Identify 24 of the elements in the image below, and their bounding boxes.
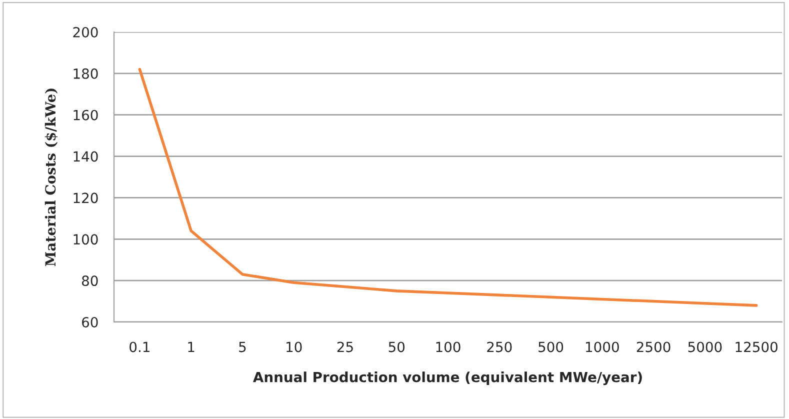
x-tick-label: 25: [337, 342, 353, 352]
y-tick-label: 140: [74, 151, 98, 162]
x-tick-label: 1000: [586, 342, 619, 352]
x-tick-label: 10: [286, 342, 302, 352]
x-tick-label: 500: [538, 342, 564, 352]
x-tick-label: 0.1: [130, 342, 150, 352]
x-tick-label: 5: [239, 342, 246, 352]
x-tick-label: 2500: [636, 342, 670, 352]
y-tick-label: 160: [74, 110, 98, 120]
y-tick-label: 100: [74, 234, 98, 245]
x-tick-label: 50: [388, 342, 405, 352]
y-tick-label: 80: [82, 276, 98, 286]
y-tick-label: 200: [73, 26, 98, 38]
line-series: [138, 68, 758, 307]
y-tick-label: 180: [74, 68, 98, 79]
y-axis-title: Material Costs ($/kWe): [44, 88, 58, 266]
y-tick-label: 120: [74, 192, 98, 204]
x-tick-label: 1: [188, 342, 194, 352]
x-axis-title: Annual Production volume (equivalent MWe/year): [252, 372, 642, 386]
x-tick-label: 250: [487, 342, 512, 352]
y-tick-label: 60: [82, 316, 98, 328]
x-tick-label: 5000: [688, 342, 722, 352]
x-tick-label: 100: [436, 342, 460, 352]
x-tick-label: 12500: [736, 342, 778, 352]
